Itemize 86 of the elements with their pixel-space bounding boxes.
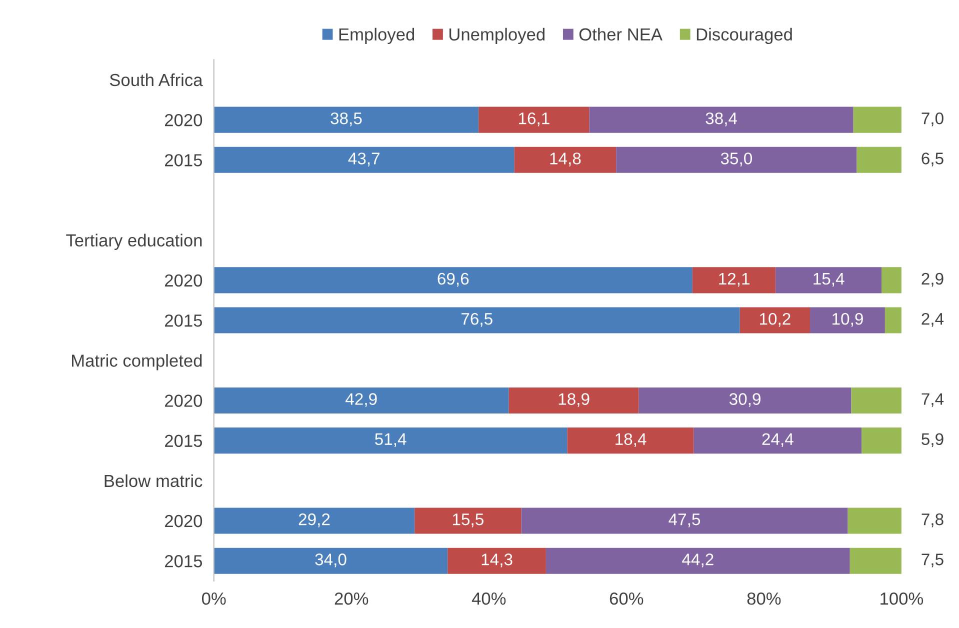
- data-label: 47,5: [668, 514, 700, 528]
- legend-label: Employed: [339, 28, 414, 44]
- y-tick-label: 2015: [165, 555, 202, 568]
- data-label: 5,9: [922, 433, 944, 448]
- data-label: 38,4: [706, 112, 738, 126]
- bar: [616, 146, 857, 173]
- x-tick-label: 20%: [334, 592, 368, 605]
- bar: [514, 146, 616, 173]
- y-tick-label: South Africa: [110, 73, 203, 86]
- bar: [214, 508, 415, 534]
- bar: [214, 387, 509, 414]
- data-label: 15,4: [814, 273, 844, 287]
- data-label: 7,8: [922, 513, 944, 528]
- bar: [508, 387, 639, 414]
- bar: [848, 508, 902, 534]
- x-tick-label: 60%: [610, 592, 644, 605]
- bar: [882, 267, 902, 294]
- x-tick-label: 40%: [472, 592, 506, 605]
- bar: [638, 387, 852, 414]
- bar: [851, 387, 902, 414]
- bar: [856, 146, 902, 173]
- bar: [214, 428, 568, 454]
- data-label: 24,4: [762, 433, 794, 448]
- data-label: 2,4: [922, 312, 944, 327]
- bar: [694, 428, 862, 454]
- bar: [567, 428, 694, 454]
- bar: [853, 106, 902, 133]
- bar: [740, 307, 810, 334]
- legend-label: Other NEA: [579, 28, 662, 41]
- y-tick-label: 2020: [165, 394, 202, 407]
- data-label: 7,4: [922, 393, 944, 407]
- bar: [546, 548, 850, 574]
- bar: [214, 267, 692, 294]
- data-label: 29,2: [298, 513, 330, 528]
- y-tick-label: Below matric: [104, 474, 202, 488]
- data-label: 76,5: [462, 312, 492, 327]
- bar: [884, 307, 902, 334]
- data-label: 51,4: [375, 433, 406, 448]
- bar: [214, 307, 740, 334]
- bar: [521, 508, 848, 534]
- bar: [850, 548, 902, 574]
- data-label: 10,2: [760, 312, 790, 327]
- x-tick-label: 0%: [202, 592, 226, 605]
- data-label: 30,9: [729, 393, 760, 407]
- y-tick-label: 2015: [165, 314, 202, 327]
- data-label: 18,4: [616, 433, 646, 448]
- bar: [862, 428, 902, 454]
- data-label: 12,1: [719, 272, 750, 287]
- bar: [589, 106, 854, 133]
- data-label: 6,5: [922, 152, 944, 166]
- bar: [478, 106, 590, 133]
- data-label: 35,0: [720, 152, 752, 166]
- bar: [448, 548, 546, 574]
- data-label: 7,5: [922, 554, 944, 568]
- y-tick-label: 2020: [165, 514, 202, 528]
- y-tick-label: Matric completed: [72, 354, 202, 370]
- data-label: 15,5: [452, 514, 484, 528]
- data-label: 16,1: [518, 112, 550, 126]
- y-tick-label: 2020: [165, 274, 202, 287]
- bar: [214, 106, 479, 133]
- data-label: 10,9: [832, 312, 863, 327]
- bar: [414, 508, 522, 534]
- data-label: 14,3: [482, 554, 512, 568]
- bar: [214, 146, 514, 173]
- data-label: 18,9: [558, 393, 590, 407]
- data-label: 42,9: [346, 393, 377, 407]
- data-label: 69,6: [438, 272, 469, 287]
- y-tick-label: 2015: [165, 154, 202, 166]
- legend-label: Unemployed: [449, 28, 544, 44]
- y-tick-label: Tertiary education: [66, 234, 202, 250]
- legend-label: Discouraged: [696, 28, 792, 44]
- x-tick-label: 100%: [880, 592, 924, 605]
- y-tick-label: 2020: [165, 114, 202, 126]
- data-label: 7,0: [922, 112, 944, 126]
- bar: [214, 548, 448, 574]
- data-label: 43,7: [348, 152, 380, 166]
- bar: [810, 307, 885, 334]
- bar: [692, 267, 776, 294]
- bar: [776, 267, 882, 294]
- data-label: 34,0: [315, 554, 346, 568]
- data-label: 2,9: [922, 272, 944, 287]
- data-label: 38,5: [330, 112, 362, 126]
- data-label: 14,8: [550, 152, 581, 166]
- data-label: 44,2: [682, 554, 714, 568]
- x-tick-label: 80%: [747, 592, 781, 605]
- y-tick-label: 2015: [165, 434, 202, 448]
